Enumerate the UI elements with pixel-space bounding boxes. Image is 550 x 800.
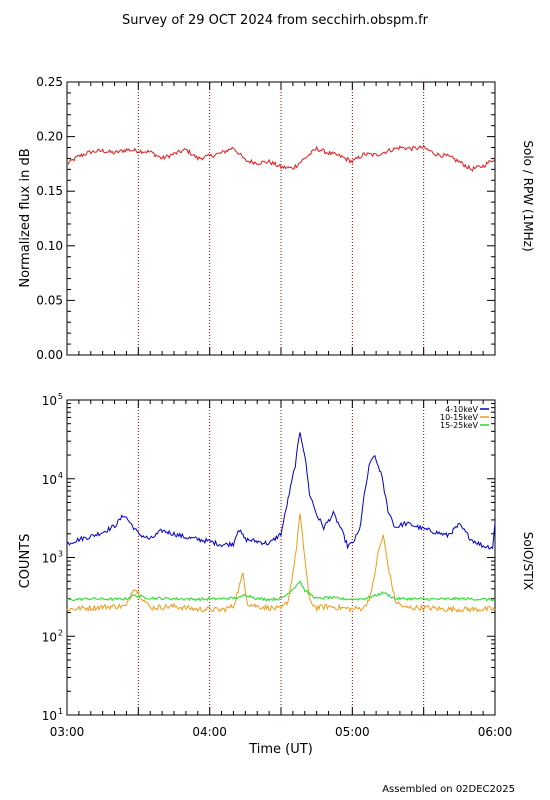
rpw-x-ticks	[66, 82, 496, 355]
rpw-panel: 0.00 0.05 0.10 0.15 0.20 0.25 Normalized flux…	[18, 75, 535, 362]
stix-x-tick-label: 06:00	[478, 725, 513, 739]
stix-x-ticks: 03:00 04:00 05:00 06:00	[50, 400, 513, 739]
stix-x-tick-label: 05:00	[335, 725, 370, 739]
stix-right-label: SolO/STIX	[521, 532, 535, 591]
stix-y-tick-exponent: 2	[58, 628, 63, 637]
rpw-y-tick-label: 0.10	[36, 239, 63, 253]
footer-note: Assembled on 02DEC2025	[382, 784, 515, 795]
stix-y-tick-label: 10	[42, 630, 57, 644]
stix-x-tick-label: 03:00	[50, 725, 85, 739]
figure-title: Survey of 29 OCT 2024 from secchirh.obsp…	[122, 13, 429, 28]
stix-y-tick-label: 10	[42, 394, 57, 408]
stix-y-tick-exponent: 5	[58, 392, 63, 401]
rpw-y-axis-label: Normalized flux in dB	[18, 148, 33, 287]
rpw-flux-line	[66, 144, 496, 173]
stix-x-tick-label: 04:00	[192, 725, 227, 739]
stix-y-tick-exponent: 3	[58, 550, 63, 559]
stix-mid-energy-line	[66, 513, 496, 614]
stix-high-energy-line	[66, 580, 496, 602]
stix-x-axis-label: Time (UT)	[248, 742, 313, 757]
stix-y-tick-label: 10	[42, 709, 57, 723]
rpw-y-tick-label: 0.25	[36, 75, 63, 89]
rpw-series-group	[66, 144, 496, 173]
stix-y-axis-label: COUNTS	[18, 534, 33, 589]
rpw-y-tick-label: 0.05	[36, 293, 63, 307]
rpw-y-ticks: 0.00 0.05 0.10 0.15 0.20 0.25	[36, 75, 495, 362]
stix-series-group	[66, 432, 496, 614]
legend-entry-mid: 10-15keV	[440, 413, 479, 422]
stix-low-energy-line	[66, 432, 496, 550]
stix-y-tick-exponent: 4	[58, 471, 63, 480]
stix-y-tick-label: 10	[42, 552, 57, 566]
legend-entry-low: 4-10keV	[445, 405, 478, 414]
rpw-gridlines	[137, 83, 425, 354]
rpw-y-tick-label: 0.15	[36, 184, 63, 198]
rpw-y-tick-label: 0.00	[36, 348, 63, 362]
stix-y-tick-exponent: 1	[58, 707, 63, 716]
stix-y-tick-label: 10	[42, 473, 57, 487]
legend-entry-high: 15-25keV	[440, 421, 479, 430]
stix-gridlines	[137, 401, 425, 714]
rpw-y-tick-label: 0.20	[36, 130, 63, 144]
rpw-right-label: Solo / RPW (1MHz)	[521, 140, 535, 251]
